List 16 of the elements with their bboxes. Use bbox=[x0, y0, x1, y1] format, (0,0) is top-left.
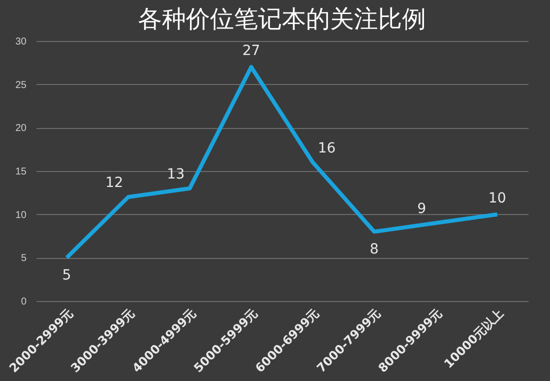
data-label: 27 bbox=[242, 43, 260, 59]
data-label: 9 bbox=[417, 201, 426, 217]
data-label: 13 bbox=[166, 166, 185, 182]
chart-title: 各种价位笔记本的关注比例 bbox=[138, 6, 426, 33]
y-tick-label: 30 bbox=[15, 36, 27, 48]
y-tick-label: 25 bbox=[15, 80, 27, 91]
y-tick-label: 15 bbox=[15, 166, 27, 178]
y-tick-label: 10 bbox=[15, 210, 27, 221]
data-label: 10 bbox=[488, 190, 506, 206]
data-label: 12 bbox=[105, 175, 124, 191]
data-label: 5 bbox=[62, 268, 72, 284]
y-tick-label: 20 bbox=[15, 123, 27, 134]
data-label: 8 bbox=[370, 242, 379, 258]
data-label: 16 bbox=[318, 140, 336, 156]
y-tick-label: 5 bbox=[20, 253, 27, 264]
y-tick-label: 0 bbox=[20, 296, 27, 308]
